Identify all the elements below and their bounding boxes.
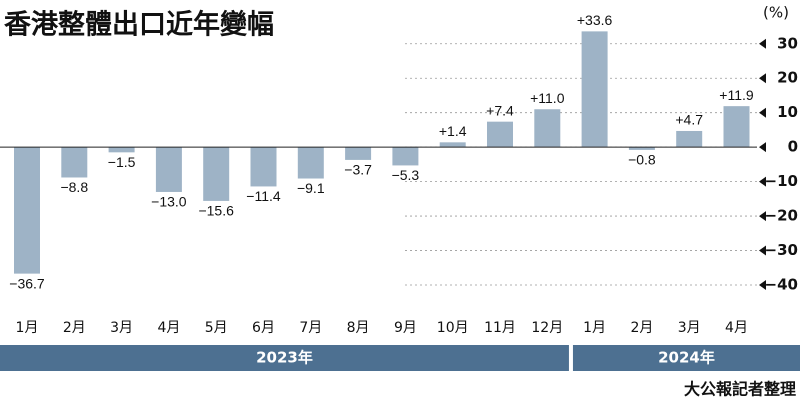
bar xyxy=(487,121,513,148)
value-label: +7.4 xyxy=(486,102,514,118)
x-tick-label: 3月 xyxy=(110,320,133,336)
tick-marker xyxy=(759,142,766,153)
bar xyxy=(676,130,703,148)
year-band xyxy=(0,345,569,371)
value-label: +33.6 xyxy=(577,12,613,28)
bar xyxy=(439,142,466,148)
bar xyxy=(250,147,277,187)
y-tick-label: −40 xyxy=(765,276,798,294)
y-tick-label: 20 xyxy=(777,69,798,87)
bar xyxy=(723,106,750,148)
x-tick-label: 1月 xyxy=(583,320,606,336)
y-tick-label: 10 xyxy=(777,103,798,121)
bar xyxy=(628,147,655,150)
value-label: −36.7 xyxy=(9,275,45,291)
x-tick-label: 4月 xyxy=(725,320,748,336)
value-label: −9.1 xyxy=(297,180,325,196)
bar xyxy=(155,147,182,192)
year-band xyxy=(572,345,800,371)
bar xyxy=(297,147,324,179)
value-label: +4.7 xyxy=(675,112,703,128)
year-label: 2024年 xyxy=(658,349,715,367)
bar xyxy=(392,147,419,166)
bar xyxy=(345,147,372,160)
tick-marker xyxy=(759,73,766,84)
x-tick-label: 1月 xyxy=(16,320,39,336)
value-label: −5.3 xyxy=(392,167,420,183)
tick-marker xyxy=(759,280,766,290)
x-tick-label: 7月 xyxy=(299,320,322,336)
bar xyxy=(108,147,135,153)
value-label: +11.0 xyxy=(530,90,565,106)
value-label: −3.7 xyxy=(344,162,372,178)
x-tick-label: 2月 xyxy=(630,320,653,336)
bar xyxy=(581,31,608,148)
x-tick-label: 9月 xyxy=(394,320,417,336)
x-tick-label: 5月 xyxy=(205,320,228,336)
bar xyxy=(534,109,561,148)
x-tick-label: 12月 xyxy=(531,320,563,336)
value-label: +11.9 xyxy=(719,87,754,103)
bar xyxy=(61,147,88,178)
tick-marker xyxy=(759,245,766,256)
y-tick-label: 0 xyxy=(788,138,798,156)
value-label: −1.5 xyxy=(108,154,136,170)
tick-marker xyxy=(759,38,766,49)
y-tick-label: −10 xyxy=(765,172,798,190)
y-tick-label: −30 xyxy=(765,241,798,259)
year-label: 2023年 xyxy=(256,349,313,367)
y-tick-label: 30 xyxy=(777,34,798,52)
value-label: +1.4 xyxy=(439,123,467,139)
x-tick-label: 8月 xyxy=(347,320,370,336)
y-tick-label: −20 xyxy=(765,207,798,225)
value-label: −13.0 xyxy=(151,194,187,210)
x-tick-label: 3月 xyxy=(678,320,701,336)
tick-marker xyxy=(759,107,766,118)
x-tick-label: 4月 xyxy=(157,320,180,336)
x-tick-label: 6月 xyxy=(252,320,275,336)
value-label: −11.4 xyxy=(246,188,281,204)
bar xyxy=(14,147,40,274)
bar xyxy=(203,147,230,201)
chart-title: 香港整體出口近年變幅 xyxy=(4,9,274,41)
x-tick-label: 11月 xyxy=(484,320,516,336)
tick-marker xyxy=(759,176,766,187)
value-label: −8.8 xyxy=(60,179,88,195)
value-label: −15.6 xyxy=(198,203,234,219)
tick-marker xyxy=(759,211,766,222)
unit-label: (%) xyxy=(763,4,789,22)
source: 大公報記者整理 xyxy=(684,380,796,399)
value-label: −0.8 xyxy=(628,152,656,168)
x-tick-label: 2月 xyxy=(63,320,86,336)
x-tick-label: 10月 xyxy=(437,320,469,336)
